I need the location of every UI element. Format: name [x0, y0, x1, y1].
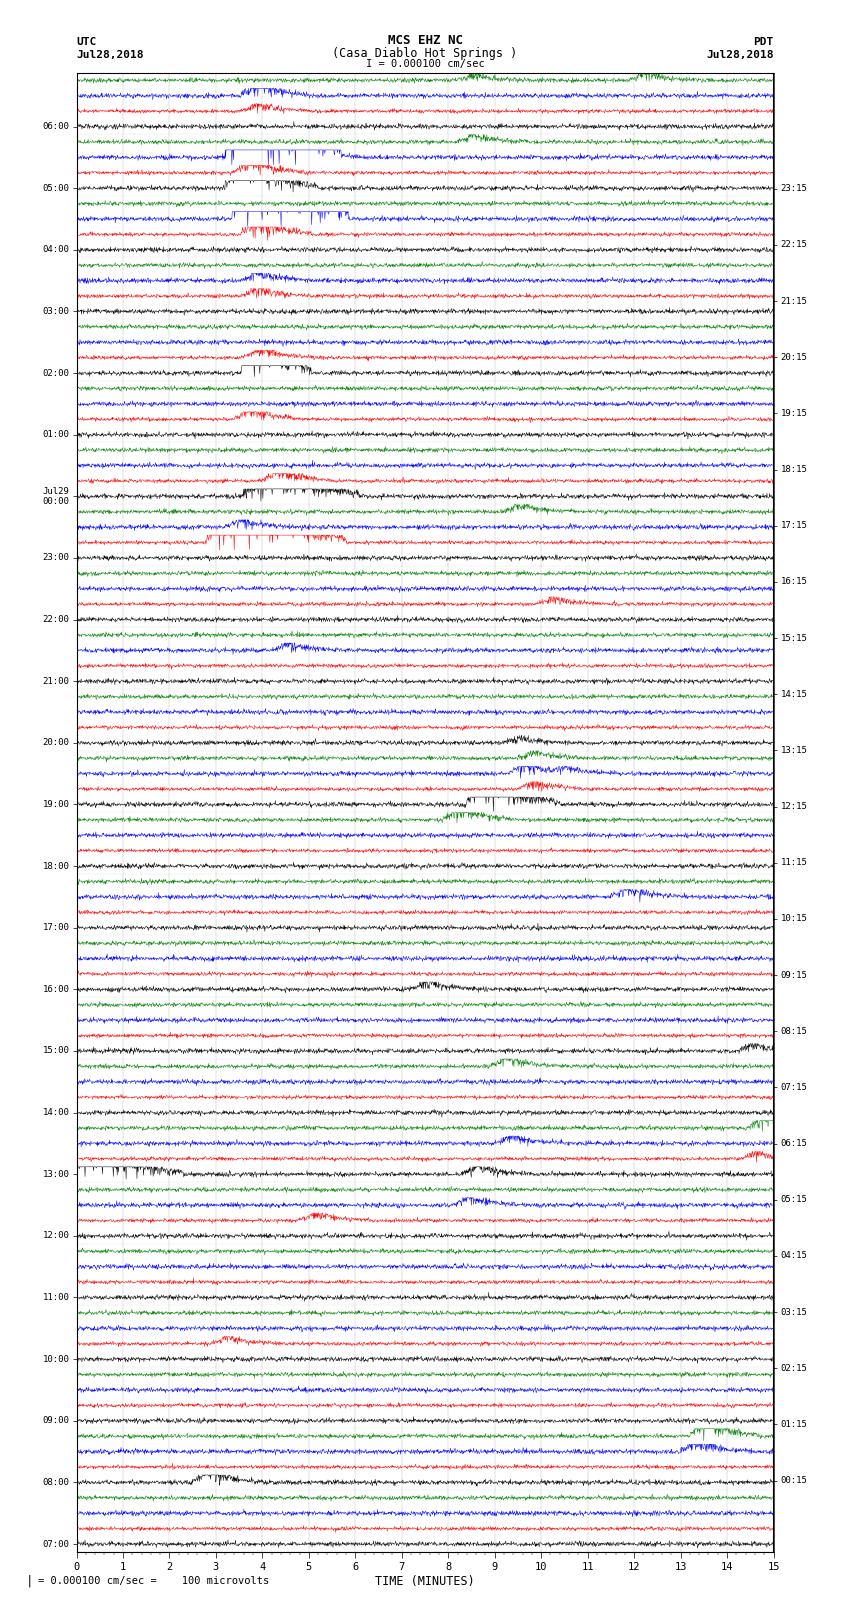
X-axis label: TIME (MINUTES): TIME (MINUTES) — [375, 1574, 475, 1587]
Text: MCS EHZ NC: MCS EHZ NC — [388, 34, 462, 47]
Text: Jul28,2018: Jul28,2018 — [706, 50, 774, 60]
Text: UTC: UTC — [76, 37, 97, 47]
Text: |: | — [26, 1574, 33, 1587]
Text: Jul28,2018: Jul28,2018 — [76, 50, 144, 60]
Text: (Casa Diablo Hot Springs ): (Casa Diablo Hot Springs ) — [332, 47, 518, 60]
Text: PDT: PDT — [753, 37, 774, 47]
Text: I = 0.000100 cm/sec: I = 0.000100 cm/sec — [366, 60, 484, 69]
Text: = 0.000100 cm/sec =    100 microvolts: = 0.000100 cm/sec = 100 microvolts — [38, 1576, 269, 1586]
